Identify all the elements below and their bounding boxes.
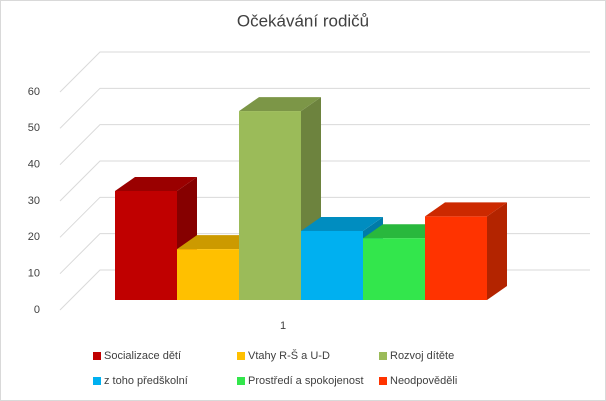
y-tick-label: 0 [34,304,40,316]
legend-swatch [379,352,387,360]
bar [177,249,239,300]
legend-swatch [237,377,245,385]
legend-label: Rozvoj dítěte [390,350,454,362]
bar-top [177,235,259,250]
bar [363,238,425,300]
bar [425,216,487,300]
legend-swatch [93,377,101,385]
legend-swatch [379,377,387,385]
bar-top [115,177,197,191]
bar [239,111,301,300]
grid-line [59,87,590,129]
grid-line [59,196,590,238]
y-tick-label: 20 [28,231,40,243]
bar-side [487,202,507,300]
chart-title: Očekávání rodičů [237,11,369,30]
grid-line [59,124,590,166]
x-tick-label: 1 [280,320,286,332]
legend-label: Socializace dětí [104,350,181,362]
legend-swatch [237,352,245,360]
legend-label: Neodpověděli [390,375,457,387]
legend-swatch [93,352,101,360]
y-tick-label: 50 [28,122,40,134]
legend-label: Prostředí a spokojenost [248,375,364,387]
bar [115,191,177,300]
bar-top [239,97,321,112]
y-tick-label: 40 [28,159,40,171]
bar-top [363,224,445,239]
grid-line [59,160,590,202]
legend-label: z toho předškolní [104,375,188,387]
legend-label: Vtahy R-Š a U-D [248,349,330,362]
y-tick-label: 60 [28,86,40,98]
bar-top [301,216,383,231]
y-tick-label: 10 [28,268,40,280]
grid-line [59,51,590,93]
bar-top [425,202,507,217]
y-tick-label: 30 [28,195,40,207]
bar [301,230,363,300]
